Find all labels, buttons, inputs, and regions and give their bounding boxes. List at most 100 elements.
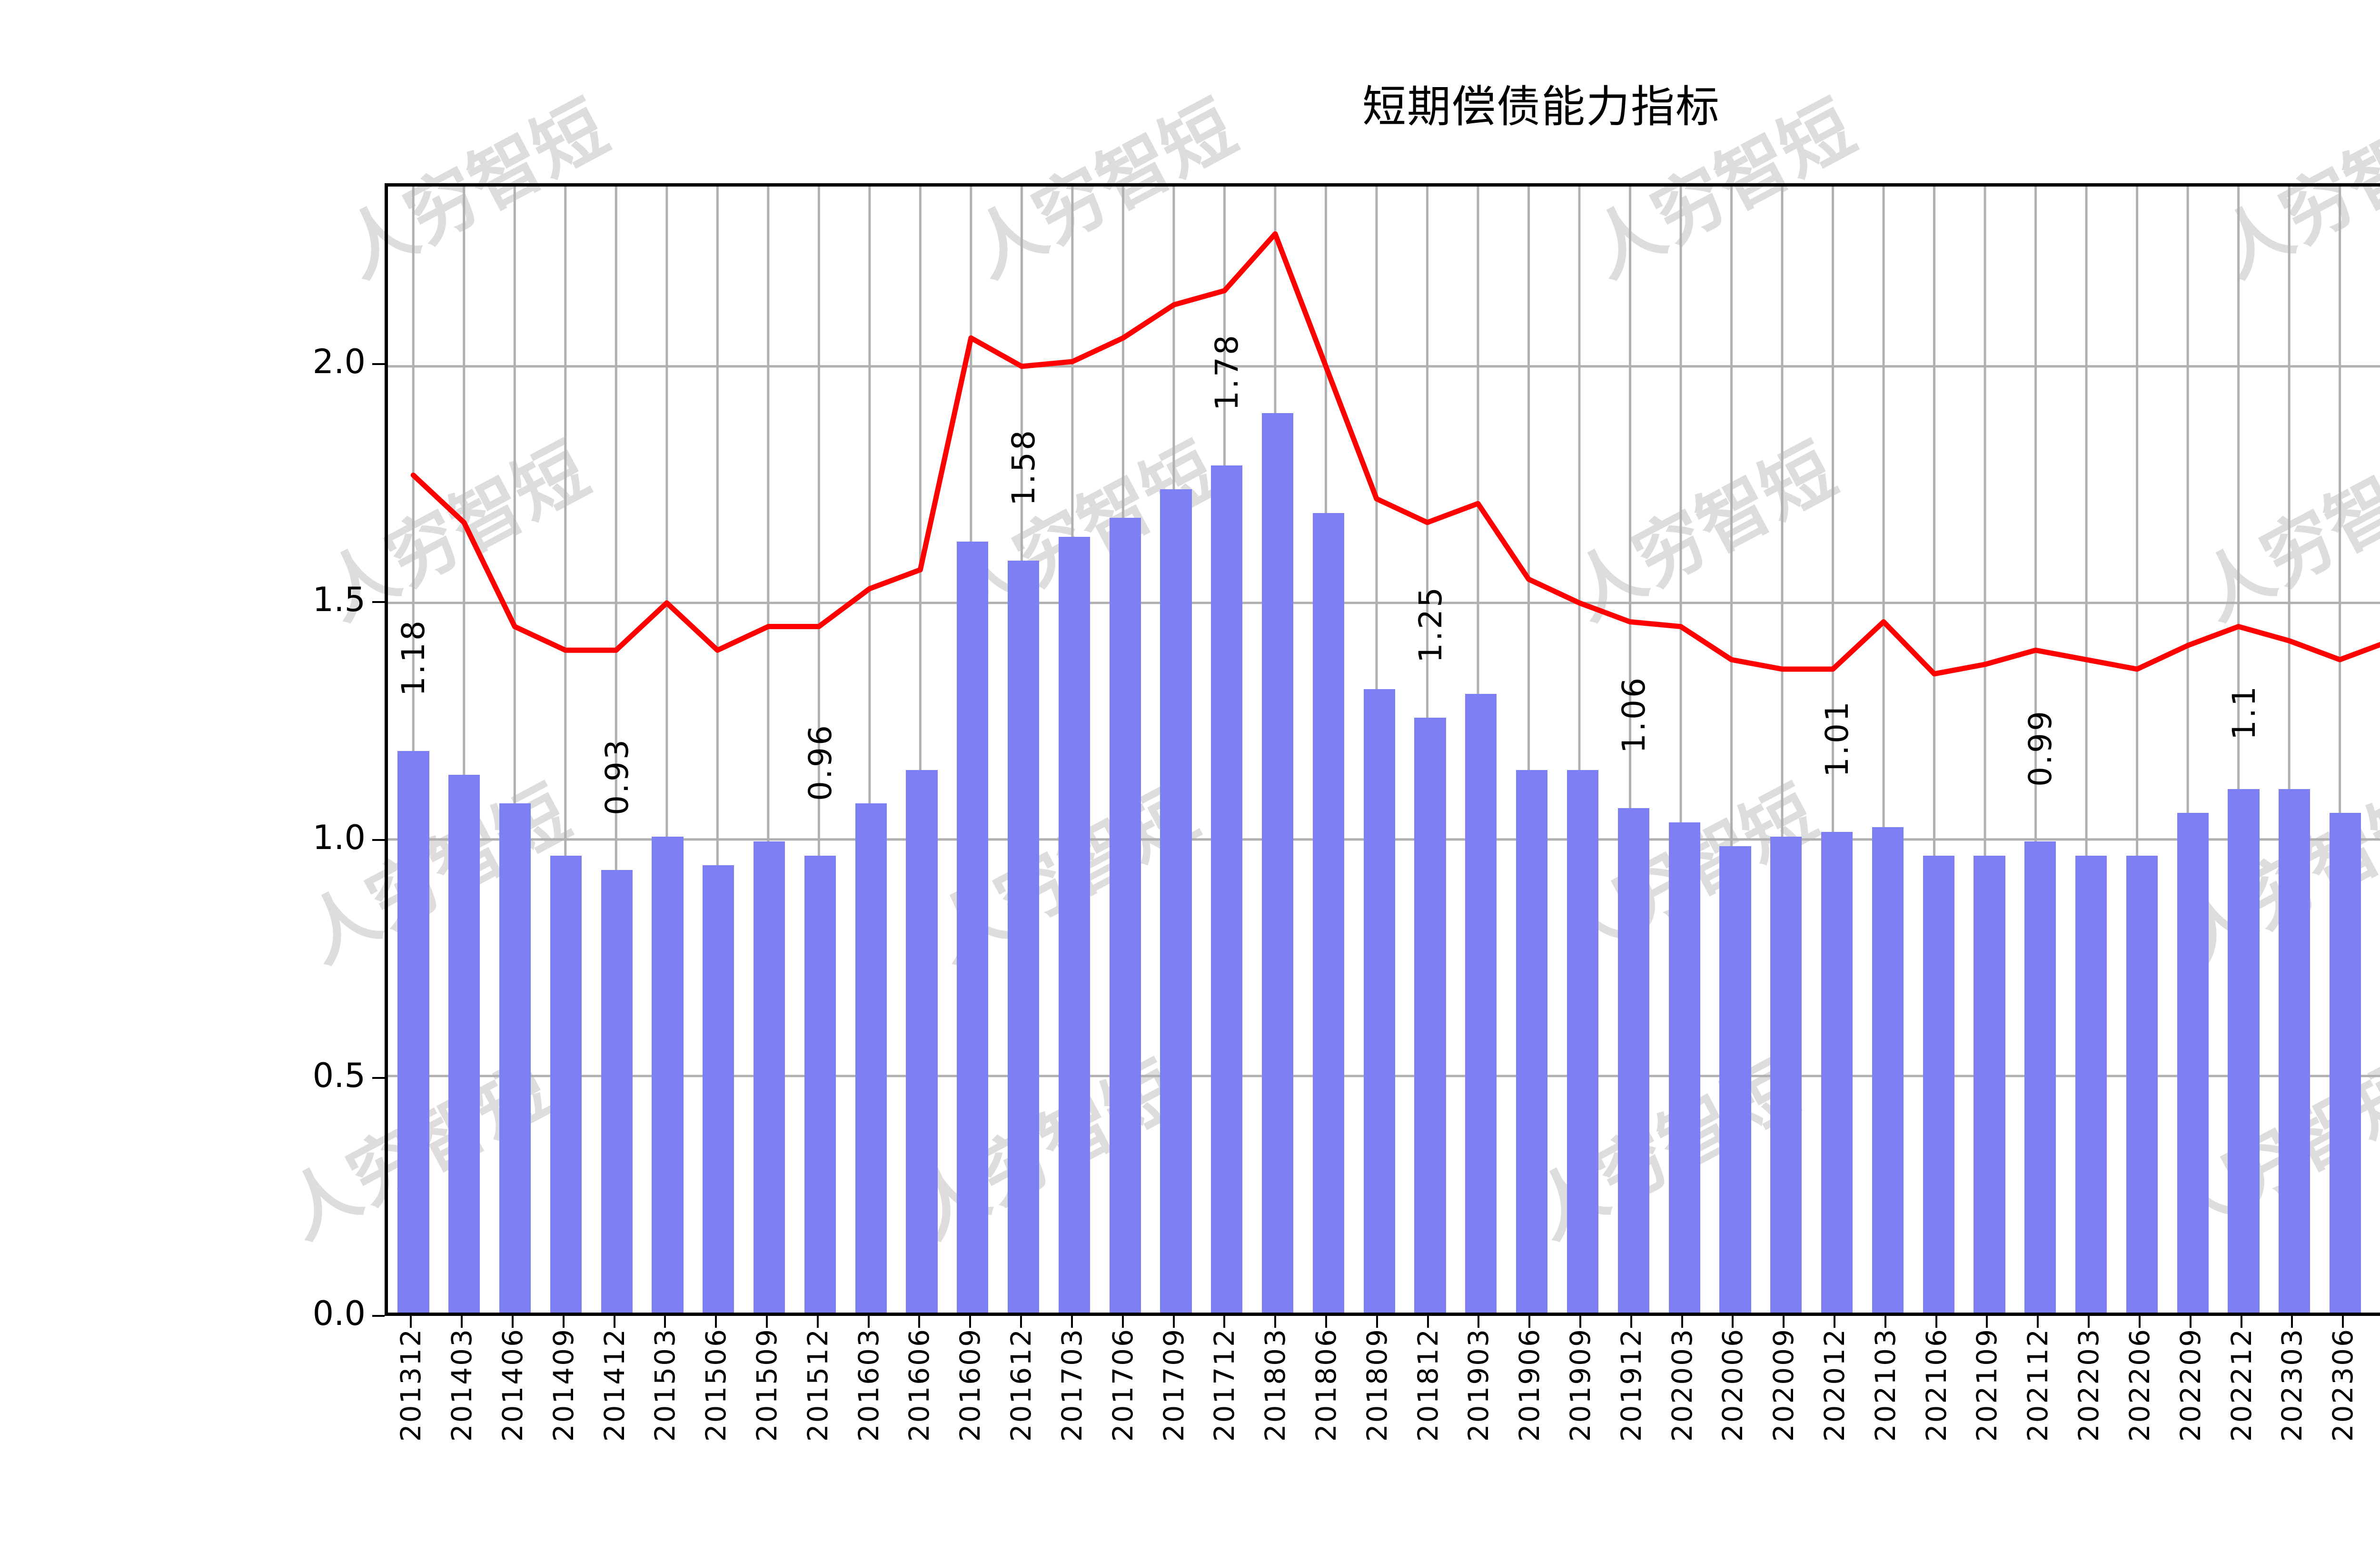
x-axis-tick-label: 202109: [1971, 1328, 2003, 1442]
x-axis-tick-label: 201803: [1259, 1328, 1292, 1442]
y-axis-tick-label: 1.5: [312, 580, 366, 619]
bar: [2279, 789, 2311, 1313]
x-axis-tick-label: 201406: [496, 1328, 529, 1442]
x-axis-tick-mark: [562, 1316, 565, 1328]
chart-title: 短期偿债能力指标: [1362, 81, 1720, 132]
x-axis-tick-mark: [1020, 1316, 1022, 1328]
bar: [1414, 718, 1446, 1313]
bar-value-label: 1.1: [2225, 684, 2262, 740]
bar: [2126, 856, 2158, 1313]
x-axis-tick-mark: [1884, 1316, 1886, 1328]
x-axis-tick-label: 202203: [2073, 1328, 2105, 1442]
x-axis-tick-label: 201909: [1564, 1328, 1597, 1442]
x-axis-tick-label: 202309: [2377, 1328, 2380, 1442]
x-axis-tick-mark: [410, 1316, 412, 1328]
bar: [957, 542, 989, 1313]
bar: [1872, 827, 1904, 1313]
bar-value-label: 1.25: [1412, 585, 1449, 663]
bar: [753, 841, 785, 1313]
bar-value-label: 0.96: [802, 723, 839, 801]
x-axis-tick-mark: [1172, 1316, 1175, 1328]
x-axis-tick-label: 202006: [1716, 1328, 1749, 1442]
bar: [1516, 770, 1548, 1313]
y-axis-tick-label: 2.0: [312, 342, 366, 381]
x-axis-tick-label: 201403: [446, 1328, 478, 1442]
x-axis-tick-mark: [1528, 1316, 1531, 1328]
y-axis-tick-mark: [372, 363, 385, 365]
y-axis-tick-mark: [372, 839, 385, 841]
x-axis: 201312 201403 201406 201409 201412 201503 2015…: [385, 1316, 2380, 1541]
bar-value-label: 0.99: [2022, 709, 2059, 787]
x-axis-tick-label: 201906: [1513, 1328, 1546, 1442]
bar: [855, 803, 887, 1313]
x-axis-tick-mark: [2240, 1316, 2242, 1328]
bar: [1923, 856, 1954, 1313]
line-series-layer: [388, 187, 2380, 1313]
x-axis-tick-mark: [2291, 1316, 2293, 1328]
x-axis-tick-mark: [512, 1316, 514, 1328]
bar: [1007, 561, 1040, 1313]
bar: [1770, 837, 1802, 1313]
x-axis-tick-mark: [1630, 1316, 1632, 1328]
bar-value-label: 1.78: [1209, 333, 1246, 411]
bar-value-label: 1.06: [1615, 676, 1652, 753]
bar: [703, 865, 734, 1313]
bar: [1312, 513, 1345, 1313]
x-axis-tick-mark: [2138, 1316, 2141, 1328]
y-axis-tick-mark: [372, 1315, 385, 1317]
x-axis-tick-label: 202103: [1869, 1328, 1902, 1442]
x-axis-tick-mark: [461, 1316, 463, 1328]
x-axis-tick-mark: [1478, 1316, 1480, 1328]
plot-area: 人穷智短 人穷智短 人穷智短 人穷智短 人穷智短 人穷智短 人穷智短 人穷智短 人穷智短 人穷智短…: [272, 86, 2380, 1316]
x-axis-tick-mark: [1935, 1316, 1937, 1328]
x-axis-tick-mark: [1834, 1316, 1836, 1328]
bar: [2330, 813, 2361, 1313]
x-axis-tick-mark: [1274, 1316, 1277, 1328]
bar: [448, 775, 480, 1313]
x-axis-tick-label: 201503: [649, 1328, 682, 1442]
x-axis-tick-label: 201706: [1106, 1328, 1139, 1442]
x-axis-tick-label: 201509: [751, 1328, 783, 1442]
x-axis-tick-label: 202206: [2123, 1328, 2156, 1442]
x-axis-tick-mark: [816, 1316, 819, 1328]
bar: [1973, 856, 2005, 1313]
x-axis-tick-label: 202306: [2327, 1328, 2360, 1442]
bar: [1109, 518, 1141, 1313]
x-axis-tick-label: 201512: [801, 1328, 834, 1442]
x-axis-tick-label: 202209: [2174, 1328, 2207, 1442]
x-axis-tick-label: 201712: [1208, 1328, 1241, 1442]
x-axis-tick-mark: [1732, 1316, 1734, 1328]
bar: [906, 770, 938, 1313]
y-axis-tick-label: 0.0: [312, 1294, 366, 1333]
x-axis-tick-mark: [969, 1316, 972, 1328]
annotation-layer: 1.180.930.961.581.781.251.061.010.991.11…: [388, 187, 2380, 1313]
x-axis-tick-mark: [1071, 1316, 1073, 1328]
bar: [1668, 822, 1700, 1313]
x-axis-tick-mark: [2189, 1316, 2192, 1328]
x-axis-tick-mark: [2342, 1316, 2344, 1328]
bar: [1719, 846, 1751, 1313]
y-axis-tick-mark: [372, 601, 385, 603]
x-axis-tick-label: 202003: [1666, 1328, 1698, 1442]
bar: [1262, 413, 1294, 1313]
x-axis-tick-mark: [1376, 1316, 1378, 1328]
bar-value-label: 1.58: [1005, 428, 1042, 506]
bar-value-label: 1.18: [395, 619, 432, 696]
bar: [2177, 813, 2209, 1313]
x-axis-tick-label: 201312: [395, 1328, 427, 1442]
x-axis-tick-label: 201603: [852, 1328, 885, 1442]
x-axis-tick-label: 201609: [954, 1328, 987, 1442]
x-axis-tick-mark: [2037, 1316, 2039, 1328]
x-axis-tick-mark: [1783, 1316, 1785, 1328]
x-axis-tick-mark: [918, 1316, 921, 1328]
x-axis-tick-mark: [1986, 1316, 1988, 1328]
bar: [1821, 832, 1853, 1313]
x-axis-tick-label: 201806: [1309, 1328, 1342, 1442]
bar: [397, 751, 429, 1313]
x-axis-tick-label: 202212: [2225, 1328, 2258, 1442]
bar: [1465, 694, 1497, 1313]
bar: [2024, 841, 2056, 1313]
bar: [601, 870, 633, 1313]
x-axis-tick-label: 201809: [1360, 1328, 1393, 1442]
